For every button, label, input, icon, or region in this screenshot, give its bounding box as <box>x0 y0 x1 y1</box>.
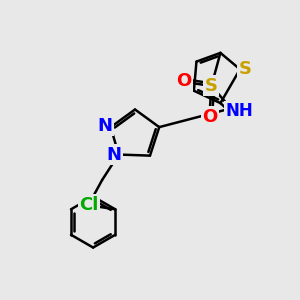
Text: Cl: Cl <box>79 196 98 214</box>
Text: O: O <box>176 72 191 90</box>
Text: Br: Br <box>230 107 253 125</box>
Text: N: N <box>106 146 122 164</box>
Text: N: N <box>98 117 113 135</box>
Text: S: S <box>239 60 252 78</box>
Text: S: S <box>205 77 218 95</box>
Text: NH: NH <box>226 102 253 120</box>
Text: O: O <box>202 108 218 126</box>
